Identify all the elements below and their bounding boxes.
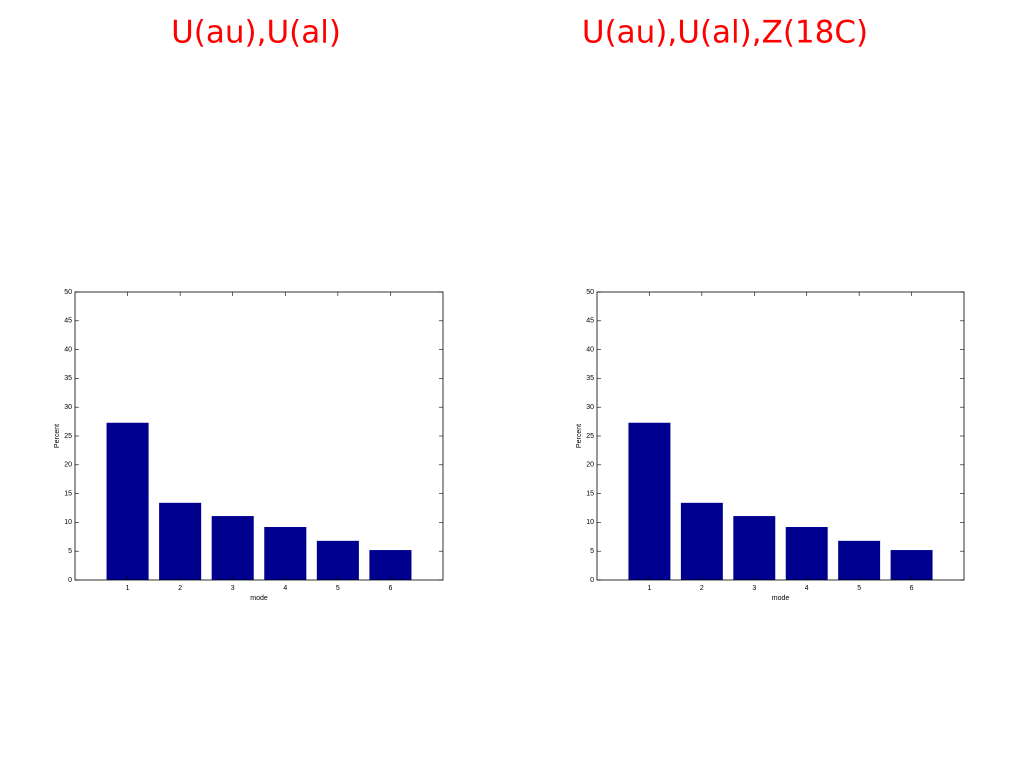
x-axis-label: mode	[250, 595, 268, 602]
x-tick-label: 2	[178, 585, 182, 592]
y-tick-label: 50	[586, 289, 594, 296]
x-tick-label: 4	[805, 585, 809, 592]
bar	[316, 540, 359, 580]
x-axis-label: mode	[772, 595, 790, 602]
y-tick-label: 45	[586, 318, 594, 325]
bar	[106, 422, 149, 580]
y-tick-label: 25	[586, 433, 594, 440]
y-tick-label: 30	[64, 404, 72, 411]
x-tick-label: 5	[336, 585, 340, 592]
bar	[785, 527, 828, 580]
bar	[264, 527, 307, 580]
x-tick-label: 6	[910, 585, 914, 592]
bar	[159, 502, 202, 580]
y-tick-label: 40	[64, 346, 72, 353]
y-axis-label: Percent	[54, 424, 61, 448]
y-axis-label: Percent	[576, 424, 583, 448]
x-tick-label: 6	[388, 585, 392, 592]
chart-title: U(au),U(al),Z(18C)	[582, 15, 868, 51]
x-tick-label: 1	[647, 585, 651, 592]
y-tick-label: 5	[68, 548, 72, 555]
y-tick-label: 15	[64, 490, 72, 497]
bar	[680, 502, 723, 580]
bar	[890, 550, 933, 580]
y-tick-label: 45	[64, 318, 72, 325]
bar	[211, 516, 254, 580]
y-tick-label: 20	[586, 462, 594, 469]
x-tick-label: 4	[283, 585, 287, 592]
y-tick-label: 0	[68, 577, 72, 584]
y-tick-label: 30	[586, 404, 594, 411]
y-tick-label: 10	[64, 519, 72, 526]
y-tick-label: 20	[64, 462, 72, 469]
bar	[369, 550, 412, 580]
y-tick-label: 0	[590, 577, 594, 584]
chart-title: U(au),U(al)	[171, 15, 341, 51]
y-tick-label: 15	[586, 490, 594, 497]
x-tick-label: 3	[752, 585, 756, 592]
y-tick-label: 35	[64, 375, 72, 382]
bar	[628, 422, 671, 580]
bar	[838, 540, 881, 580]
y-tick-label: 10	[586, 519, 594, 526]
y-tick-label: 35	[586, 375, 594, 382]
y-tick-label: 50	[64, 289, 72, 296]
x-tick-label: 3	[231, 585, 235, 592]
y-tick-label: 40	[586, 346, 594, 353]
y-tick-label: 25	[64, 433, 72, 440]
x-tick-label: 1	[126, 585, 130, 592]
bar	[733, 516, 776, 580]
y-tick-label: 5	[590, 548, 594, 555]
x-tick-label: 5	[857, 585, 861, 592]
x-tick-label: 2	[700, 585, 704, 592]
